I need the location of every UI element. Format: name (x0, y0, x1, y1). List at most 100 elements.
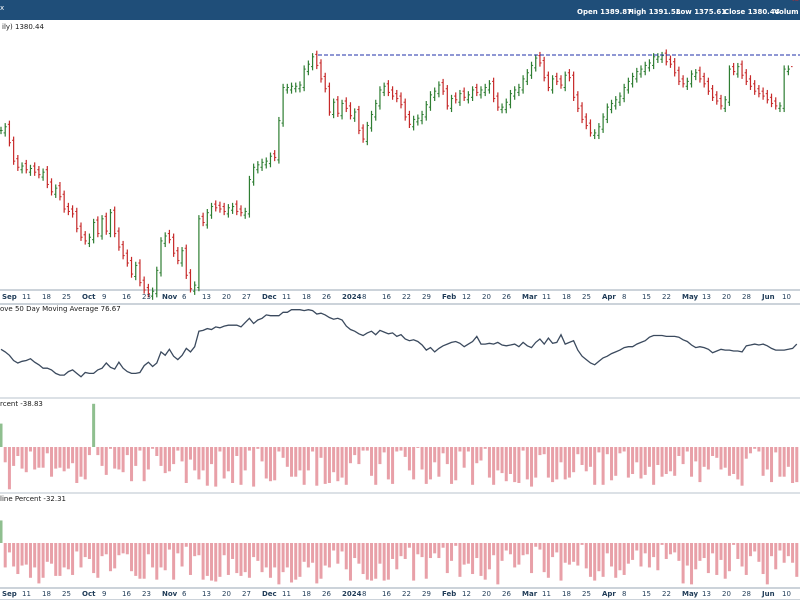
histogram-bar (87, 543, 91, 559)
histogram-bar (294, 447, 298, 477)
price-bar (243, 207, 247, 219)
histogram-bar (214, 543, 218, 582)
histogram-bar (458, 543, 462, 577)
histogram-bar (508, 543, 512, 555)
histogram-bar (378, 447, 382, 465)
histogram-bar (100, 447, 104, 466)
histogram-bar (786, 543, 790, 557)
histogram-bar (167, 447, 171, 472)
histogram-bar (782, 543, 786, 563)
price-bar (104, 212, 108, 235)
histogram-bar (117, 447, 121, 470)
histogram-bar (285, 543, 289, 568)
histogram-bar (664, 447, 668, 474)
histogram-bar (134, 447, 138, 466)
histogram-bar (441, 447, 445, 454)
histogram-bar (504, 543, 508, 551)
price-bar (399, 92, 403, 109)
histogram-bar (370, 543, 374, 581)
histogram-bar (399, 543, 403, 557)
price-bar (58, 182, 62, 201)
histogram-bar (33, 543, 37, 568)
price-bar (369, 110, 374, 132)
histogram-bar (277, 543, 281, 585)
histogram-bar (727, 447, 731, 476)
histogram-bar (205, 447, 209, 486)
histogram-bar (45, 447, 49, 454)
histogram-bar (450, 543, 454, 561)
histogram-bar (407, 543, 411, 548)
histogram-bar (151, 543, 155, 568)
histogram-bar (146, 447, 150, 470)
histogram-bar (370, 447, 374, 476)
histogram-bar (378, 543, 382, 564)
price-bar (188, 269, 193, 293)
price-bar (567, 69, 572, 82)
histogram-bar (534, 543, 538, 547)
histogram-bar (530, 543, 534, 574)
histogram-bar (778, 543, 782, 551)
histogram-bar (521, 543, 525, 556)
histogram-bar (753, 543, 757, 552)
histogram-bar (315, 543, 319, 584)
date-tick-label: 26 (502, 590, 511, 598)
histogram-bar (681, 543, 685, 584)
price-bar (790, 0, 795, 68)
open-quote: Open 1389.87 (577, 8, 633, 16)
date-tick-label: Oct (82, 293, 96, 301)
histogram-bar (673, 543, 677, 553)
ma-panel-label: ove 50 Day Moving Average 76.67 (0, 305, 121, 313)
histogram-bar (782, 447, 786, 477)
histogram-bar (786, 447, 790, 467)
price-bar (609, 99, 614, 114)
price-bar (580, 102, 584, 124)
close-icon[interactable]: x (0, 4, 5, 12)
histogram-bar (572, 543, 576, 562)
price-bar (694, 69, 698, 81)
histogram-bar (100, 543, 104, 557)
histogram-bar (551, 543, 555, 558)
histogram-bar (445, 447, 449, 465)
histogram-bar (614, 447, 618, 476)
date-tick-label: 25 (62, 293, 71, 301)
histogram-bar (306, 447, 310, 471)
histogram-bar (83, 447, 87, 480)
price-bar (218, 201, 222, 213)
histogram-bar (71, 543, 75, 575)
histogram-bar (719, 447, 723, 470)
histogram-bar (344, 543, 348, 570)
histogram-bar (605, 543, 609, 554)
price-bar (75, 207, 79, 233)
histogram-bar (239, 447, 243, 485)
price-bar (332, 98, 336, 119)
date-tick-label: 11 (542, 590, 551, 598)
date-tick-label: 27 (242, 590, 251, 598)
histogram-bar (205, 543, 209, 576)
date-tick-label: 22 (402, 293, 411, 301)
histogram-bar (37, 447, 41, 468)
histogram-bar (0, 520, 3, 543)
price-bar (525, 69, 529, 86)
histogram-bar (652, 543, 656, 558)
price-bar (96, 216, 100, 238)
histogram-bar (744, 447, 748, 459)
histogram-bar (226, 543, 230, 575)
histogram-bar (567, 543, 571, 565)
histogram-bar (197, 447, 201, 480)
histogram-bar (104, 447, 108, 475)
histogram-bar (332, 447, 336, 473)
histogram-bar (54, 543, 58, 576)
price-bar (639, 65, 643, 78)
histogram-bar (37, 543, 41, 584)
date-tick-label: 10 (782, 590, 791, 598)
histogram-bar (222, 543, 226, 556)
histogram-bar (188, 543, 192, 575)
histogram-bar (652, 447, 656, 485)
price-bar (24, 159, 28, 174)
histogram-bar (45, 543, 49, 562)
histogram-bar (698, 543, 702, 561)
percent-panel-1-label: rcent -38.83 (0, 400, 43, 408)
histogram-bar (542, 543, 546, 573)
histogram-bar (24, 447, 28, 473)
price-bar (54, 184, 58, 198)
